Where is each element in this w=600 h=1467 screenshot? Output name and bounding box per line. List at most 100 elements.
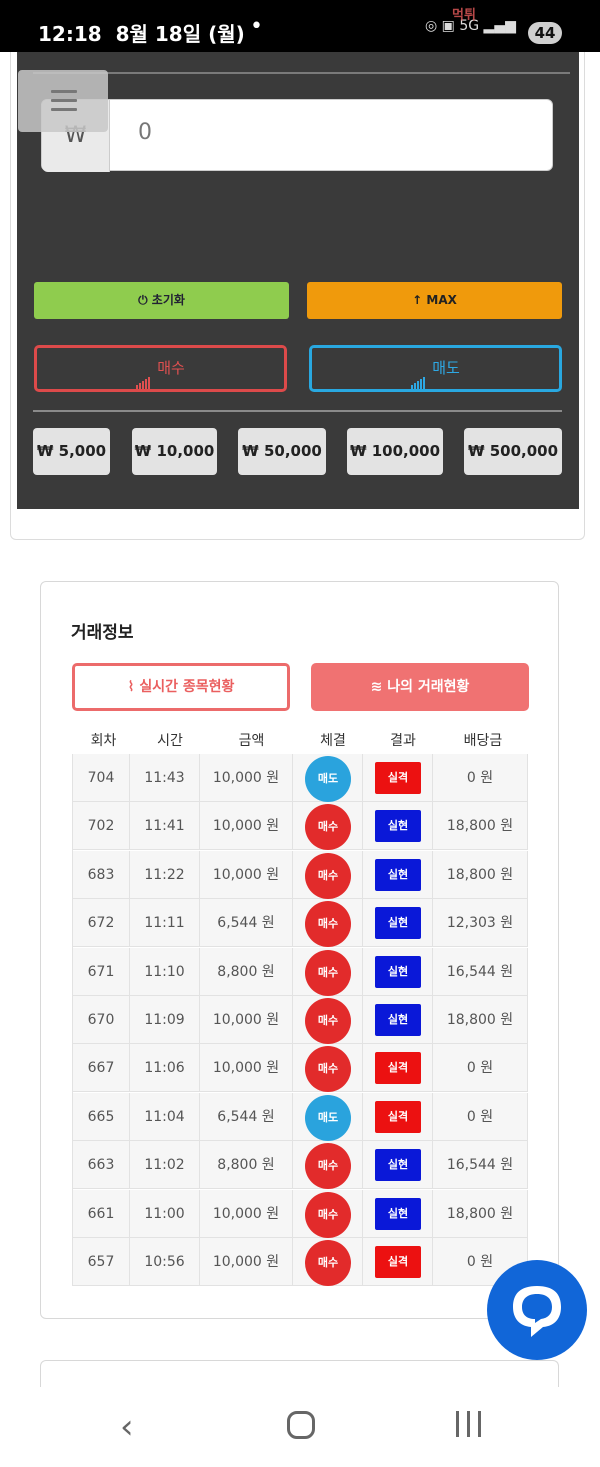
quick-amount-500000[interactable]: ₩ 500,000 <box>464 428 562 475</box>
result-cell: 실현 <box>363 1141 433 1190</box>
amount-cell: 10,000 원 <box>200 996 293 1044</box>
result-cell: 실격 <box>363 1092 433 1141</box>
buy-label: 매수 <box>157 359 185 377</box>
quick-amount-5000[interactable]: ₩ 5,000 <box>33 428 110 475</box>
divider <box>33 410 562 412</box>
power-icon: ⏻ <box>138 293 148 307</box>
round-cell: 667 <box>73 1044 130 1093</box>
result-cell: 실격 <box>363 1044 433 1093</box>
column-header: 시간 <box>157 733 183 749</box>
amount-cell: 10,000 원 <box>200 754 293 802</box>
hamburger-icon <box>51 90 77 117</box>
table-row: 671 11:10 8,800 원 매수 실현 16,544 원 <box>73 947 528 996</box>
time-cell: 11:06 <box>130 1044 200 1093</box>
home-icon[interactable] <box>287 1411 315 1439</box>
time-cell: 11:02 <box>130 1141 200 1190</box>
result-badge: 실현 <box>375 810 421 843</box>
network-indicator: ◎ ▣ 5G ▂▄▆ <box>425 18 516 34</box>
time-cell: 11:04 <box>130 1092 200 1141</box>
table-row: 683 11:22 10,000 원 매수 실현 18,800 원 <box>73 850 528 899</box>
result-cell: 실현 <box>363 947 433 996</box>
result-badge: 실현 <box>375 858 421 891</box>
payout-cell: 18,800 원 <box>433 850 528 899</box>
next-card <box>40 1360 559 1400</box>
max-button[interactable]: ↑ MAX <box>307 282 562 319</box>
side-badge: 매수 <box>305 1240 351 1286</box>
table-row: 657 10:56 10,000 원 매수 실격 0 원 <box>73 1238 528 1286</box>
side-badge: 매도 <box>305 756 351 802</box>
quick-amount-100000[interactable]: ₩ 100,000 <box>347 428 443 475</box>
reset-button[interactable]: ⏻ 초기화 <box>34 282 289 319</box>
side-cell: 매수 <box>293 850 363 899</box>
recent-apps-icon[interactable] <box>456 1411 484 1439</box>
status-time: 12:18 8월 18일 (월) <box>38 22 245 46</box>
side-cell: 매수 <box>293 899 363 948</box>
chat-button[interactable] <box>487 1260 587 1360</box>
side-badge: 매수 <box>305 852 351 899</box>
result-badge: 실격 <box>375 1100 421 1133</box>
table-row: 665 11:04 6,544 원 매도 실격 0 원 <box>73 1092 528 1141</box>
payout-cell: 18,800 원 <box>433 802 528 851</box>
round-cell: 665 <box>73 1092 130 1141</box>
amount-cell: 10,000 원 <box>200 1189 293 1238</box>
amount-input[interactable]: ₩ 0 <box>41 99 553 172</box>
side-cell: 매수 <box>293 996 363 1044</box>
payout-cell: 0 원 <box>433 754 528 802</box>
result-badge: 실현 <box>375 955 421 988</box>
payout-cell: 12,303 원 <box>433 899 528 948</box>
result-cell: 실현 <box>363 996 433 1044</box>
time-cell: 11:10 <box>130 947 200 996</box>
column-header: 배당금 <box>463 733 503 749</box>
quick-amount-50000[interactable]: ₩ 50,000 <box>238 428 326 475</box>
divider <box>33 72 570 74</box>
round-cell: 663 <box>73 1141 130 1190</box>
result-cell: 실격 <box>363 754 433 802</box>
amount-cell: 10,000 원 <box>200 802 293 851</box>
arrow-up-icon: ↑ <box>412 293 423 307</box>
amount-cell: 8,800 원 <box>200 947 293 996</box>
time-cell: 10:56 <box>130 1238 200 1286</box>
tab-realtime-label: 실시간 종목현황 <box>139 679 235 695</box>
payout-cell: 16,544 원 <box>433 947 528 996</box>
back-icon[interactable]: ‹ <box>120 1407 134 1447</box>
status-dot: • <box>250 14 263 39</box>
tab-realtime[interactable]: ⌇ 실시간 종목현황 <box>72 663 290 711</box>
side-cell: 매수 <box>293 1189 363 1238</box>
system-nav-bar: ‹ <box>0 1387 600 1467</box>
result-badge: 실현 <box>375 1197 421 1230</box>
side-badge: 매수 <box>305 1143 351 1190</box>
amount-cell: 10,000 원 <box>200 850 293 899</box>
signal-icon <box>411 348 426 389</box>
amount-cell: 8,800 원 <box>200 1141 293 1190</box>
column-header: 금액 <box>238 733 265 749</box>
trade-panel: ₩ 0 ⏻ 초기화 ↑ MAX 매수 매도 ₩ 5,000 ₩ 10,000 ₩… <box>17 52 579 509</box>
max-label: MAX <box>426 293 457 307</box>
status-bar: 12:18 8월 18일 (월) • ◎ ▣ 5G ▂▄▆ 먹튀 44 <box>0 0 600 52</box>
sell-button[interactable]: 매도 <box>309 345 562 392</box>
result-badge: 실격 <box>375 1246 421 1278</box>
time-cell: 11:41 <box>130 802 200 851</box>
column-header: 체결 <box>320 733 346 749</box>
table-row: 661 11:00 10,000 원 매수 실현 18,800 원 <box>73 1189 528 1238</box>
watermark: 먹튀 <box>452 8 476 23</box>
table-row: 702 11:41 10,000 원 매수 실현 18,800 원 <box>73 802 528 851</box>
side-cell: 매수 <box>293 802 363 851</box>
column-header: 결과 <box>390 733 416 749</box>
quick-amount-10000[interactable]: ₩ 10,000 <box>132 428 217 475</box>
sell-label: 매도 <box>432 359 460 377</box>
buy-button[interactable]: 매수 <box>34 345 287 392</box>
tab-my-trades[interactable]: ≋ 나의 거래현황 <box>311 663 529 711</box>
time-cell: 11:00 <box>130 1189 200 1238</box>
payout-cell: 0 원 <box>433 1092 528 1141</box>
time-cell: 11:11 <box>130 899 200 948</box>
result-cell: 실격 <box>363 1238 433 1286</box>
side-cell: 매수 <box>293 947 363 996</box>
amount-value[interactable]: 0 <box>138 120 152 145</box>
time-cell: 11:09 <box>130 996 200 1044</box>
side-badge: 매수 <box>305 949 351 996</box>
side-cell: 매도 <box>293 1092 363 1141</box>
wave-icon: ≋ <box>370 679 383 695</box>
table-row: 704 11:43 10,000 원 매도 실격 0 원 <box>73 754 528 802</box>
menu-button[interactable] <box>18 70 108 132</box>
